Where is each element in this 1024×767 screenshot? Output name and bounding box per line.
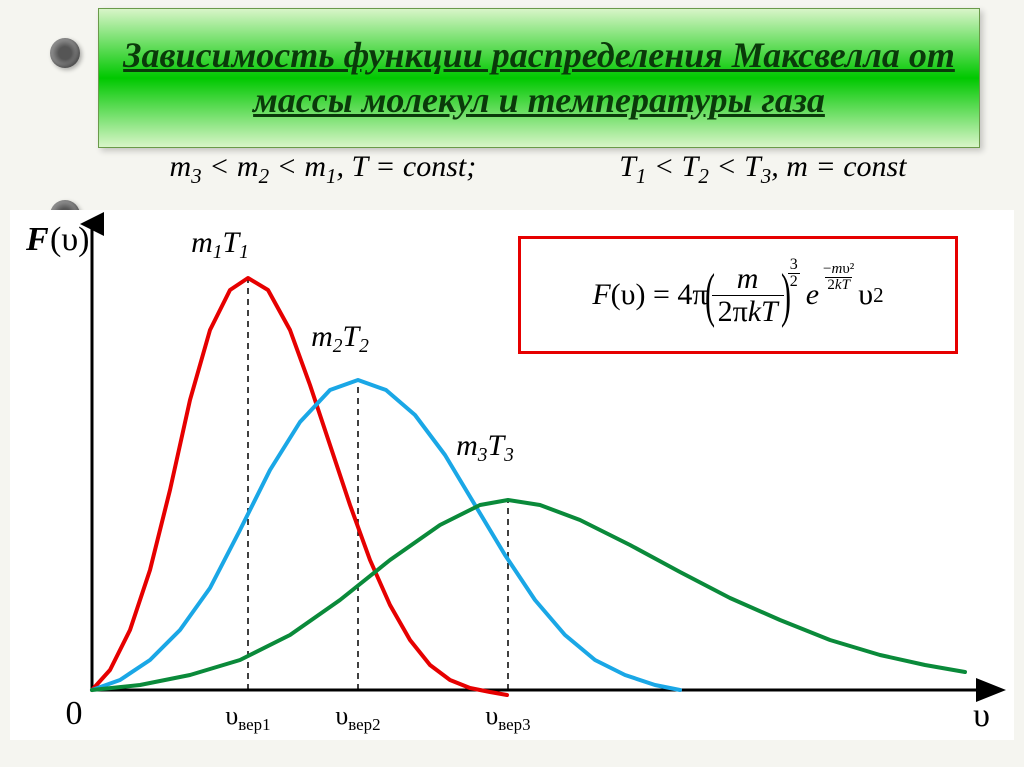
svg-text:F: F bbox=[25, 221, 49, 258]
svg-text:0: 0 bbox=[66, 695, 83, 732]
title-text: Зависимость функции распределения Максве… bbox=[99, 33, 979, 123]
svg-text:υ: υ bbox=[973, 697, 990, 734]
maxwell-chart: υвер1υвер2υвер3m1T1m2T2m3T30F(υ)υF(υ) = … bbox=[10, 210, 1014, 740]
binding-hole bbox=[50, 38, 80, 68]
condition-right: T1 < T2 < T3, m = const bbox=[619, 150, 906, 189]
conditions-row: m3 < m2 < m1, T = const; T1 < T2 < T3, m… bbox=[98, 150, 978, 189]
title-box: Зависимость функции распределения Максве… bbox=[98, 8, 980, 148]
chart-area: υвер1υвер2υвер3m1T1m2T2m3T30F(υ)υF(υ) = … bbox=[10, 210, 1014, 740]
svg-text:(υ): (υ) bbox=[50, 221, 89, 258]
condition-left: m3 < m2 < m1, T = const; bbox=[169, 150, 476, 189]
